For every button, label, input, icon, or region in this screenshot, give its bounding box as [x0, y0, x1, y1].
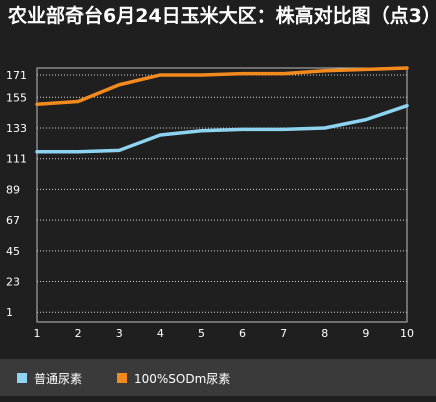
- x-tick-label: 2: [75, 327, 82, 340]
- y-tick-label: 133: [6, 122, 27, 135]
- y-tick-label: 67: [6, 214, 20, 227]
- y-tick-label: 23: [6, 276, 20, 289]
- x-tick-label: 5: [198, 327, 205, 340]
- x-tick-label: 7: [280, 327, 287, 340]
- y-tick-label: 155: [6, 91, 27, 104]
- legend-item-series-2[interactable]: 100%SODm尿素: [117, 370, 230, 386]
- x-tick-label: 10: [400, 327, 414, 340]
- x-tick-label: 4: [157, 327, 164, 340]
- legend-swatch-series-1: [17, 373, 27, 383]
- plot-frame: [37, 68, 407, 322]
- x-tick-label: 8: [321, 327, 328, 340]
- y-tick-label: 1: [6, 306, 13, 319]
- series-line-1: [37, 106, 407, 152]
- series-line-2: [37, 68, 407, 104]
- x-tick-label: 3: [116, 327, 123, 340]
- x-tick-label: 1: [34, 327, 41, 340]
- legend-label-series-2: 100%SODm尿素: [134, 370, 230, 387]
- legend-item-series-1[interactable]: 普通尿素: [17, 370, 82, 386]
- y-tick-label: 171: [6, 69, 27, 82]
- legend-label-series-1: 普通尿素: [34, 370, 82, 387]
- y-tick-label: 89: [6, 183, 20, 196]
- y-tick-label: 111: [6, 153, 27, 166]
- legend: 普通尿素 100%SODm尿素: [0, 359, 436, 396]
- y-tick-label: 45: [6, 245, 20, 258]
- x-tick-label: 9: [362, 327, 369, 340]
- legend-swatch-series-2: [117, 373, 127, 383]
- x-tick-label: 6: [239, 327, 246, 340]
- bottom-strip: [0, 396, 436, 402]
